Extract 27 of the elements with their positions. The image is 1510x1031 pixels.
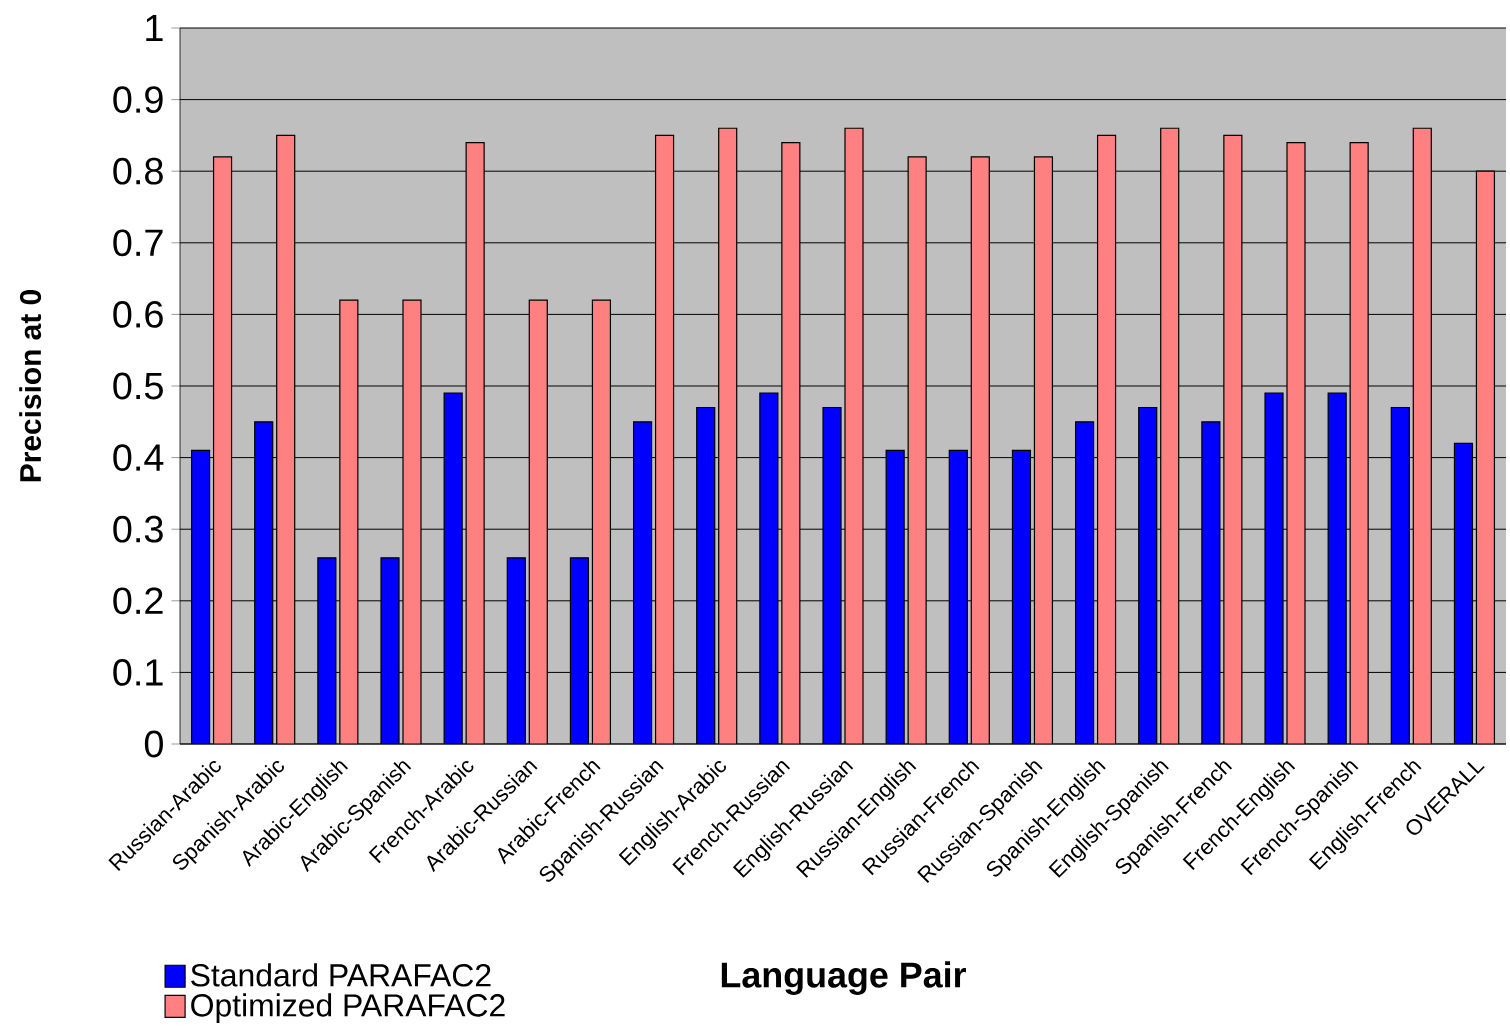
bar [276, 134, 296, 745]
bar [970, 156, 990, 745]
y-tick-label: 0.2 [113, 587, 163, 615]
y-tick-label: 0.5 [113, 372, 163, 400]
bar [528, 299, 548, 745]
y-tick-label: 1 [146, 14, 163, 42]
bar [1033, 156, 1054, 745]
bar [212, 156, 233, 745]
y-tick-label: 0.6 [113, 300, 163, 328]
bar [1412, 127, 1432, 745]
y-tick-label: 0.3 [113, 515, 163, 543]
bar [1160, 127, 1180, 745]
legend-label: Standard PARAFAC2 [191, 963, 491, 987]
y-tick-label: 0 [144, 730, 163, 758]
y-tick-label: 0.8 [113, 157, 163, 185]
y-tick-label: 0.4 [113, 444, 164, 472]
y-tick-label: 0.7 [113, 229, 163, 257]
bar [1475, 170, 1496, 745]
y-tick-label: 0.9 [113, 86, 163, 113]
bar [591, 299, 612, 745]
y-tick-label: 0.1 [113, 659, 163, 686]
x-axis-title: Language Pair [721, 961, 966, 995]
bar [718, 127, 738, 745]
bar [1096, 134, 1117, 745]
legend-label: Optimized PARAFAC2 [191, 993, 505, 1023]
bar [654, 134, 675, 745]
y-axis-title: Precision at 0 [19, 290, 42, 482]
